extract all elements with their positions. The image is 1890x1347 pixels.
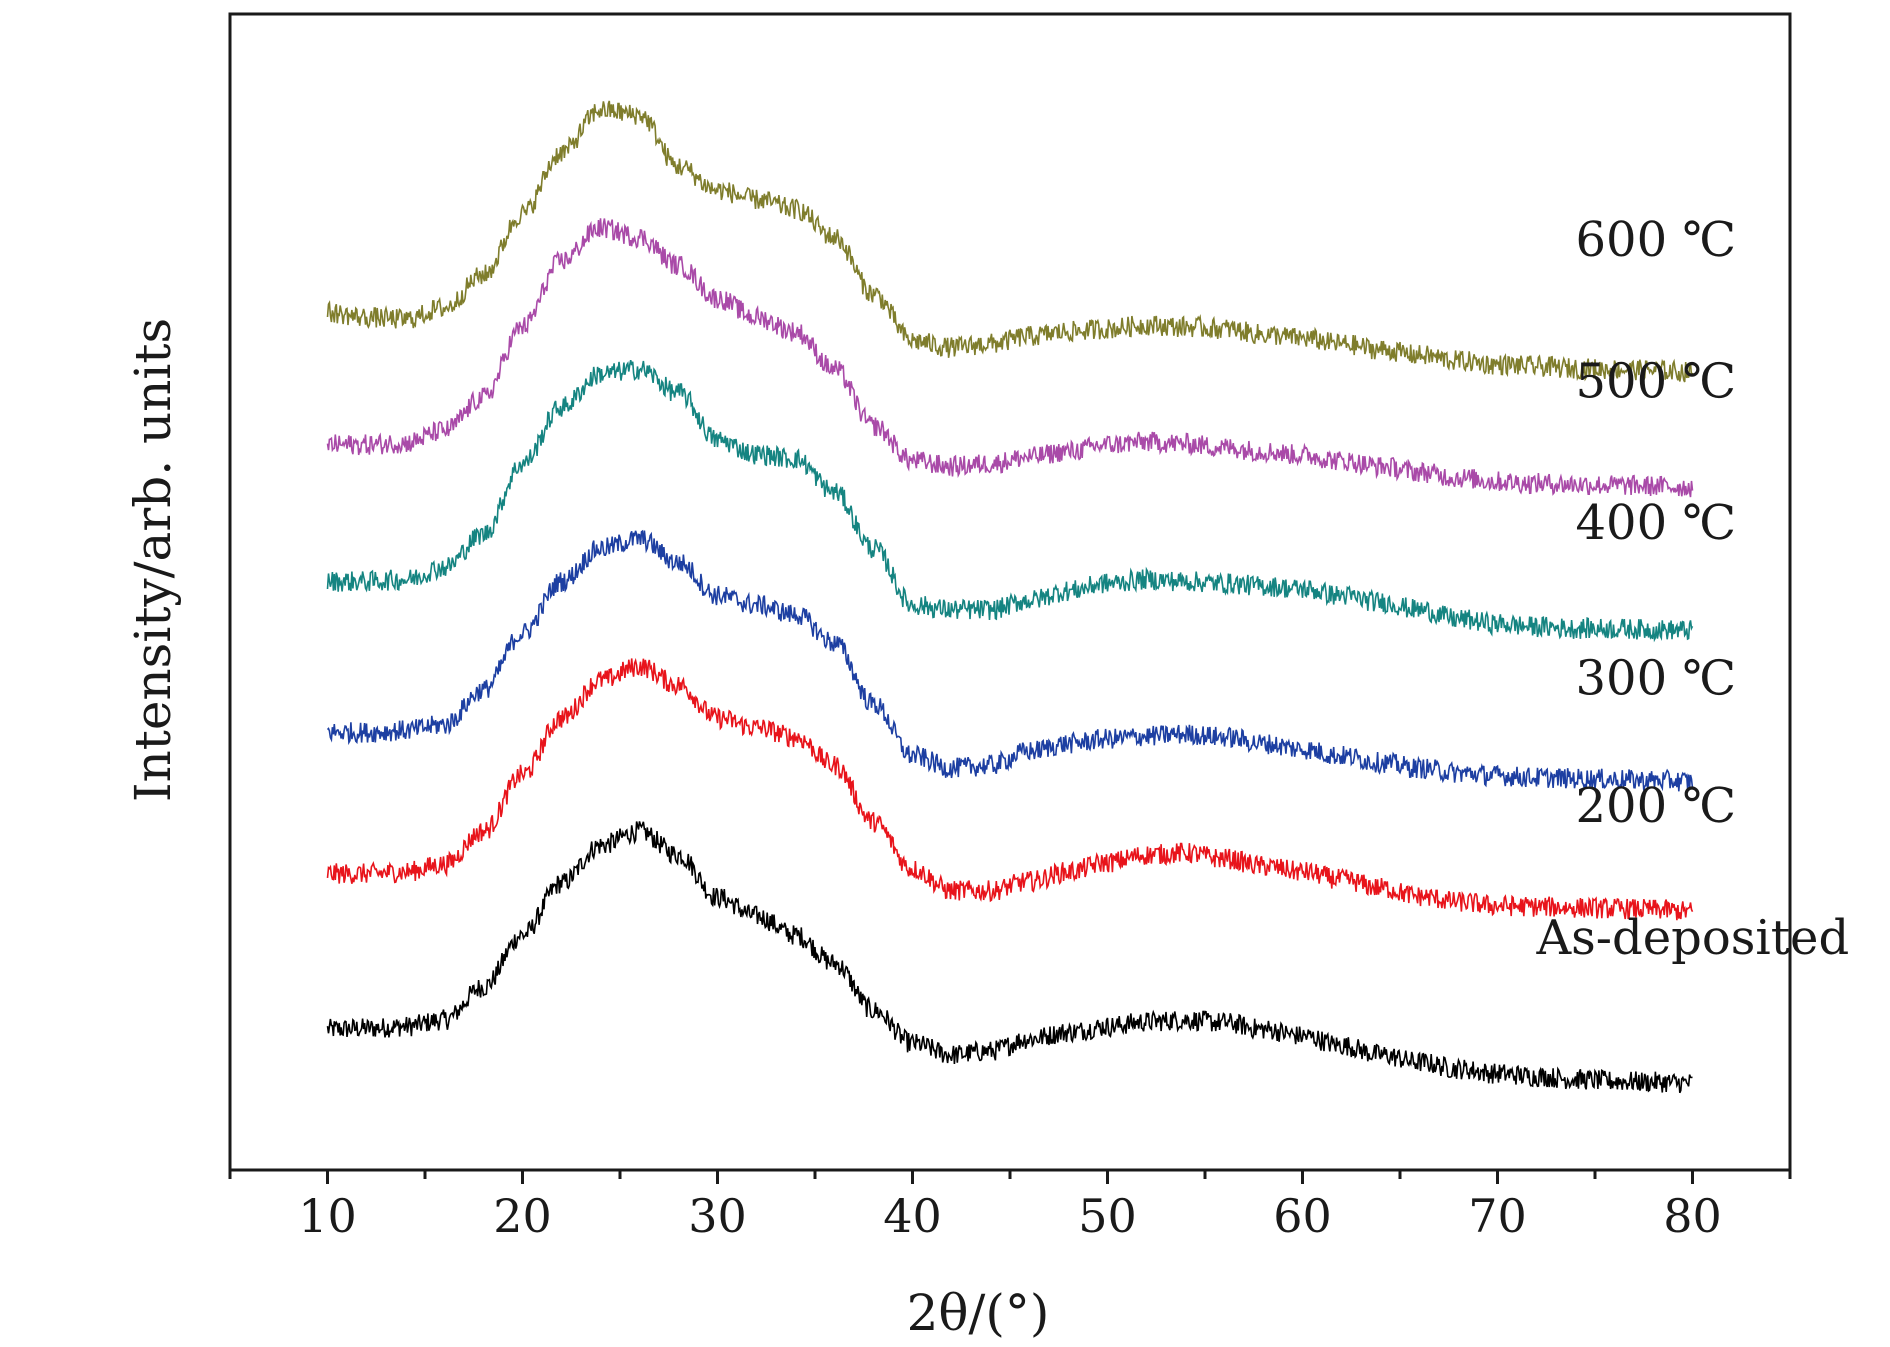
plot-frame <box>228 12 1792 1172</box>
y-axis-title: Intensity/arb. units <box>124 318 182 802</box>
series-labels: As-deposited 200 ℃ 300 ℃ 400 ℃ 500 ℃ 600 ℃ <box>1536 212 1850 966</box>
x-tick-label-80: 80 <box>1663 1189 1722 1243</box>
series-label-4: 500 ℃ <box>1576 354 1737 410</box>
x-tick-label-70: 70 <box>1468 1189 1527 1243</box>
series-line-3 <box>326 360 1694 643</box>
series-label-1: 200 ℃ <box>1576 778 1737 834</box>
series-layer <box>326 100 1694 1094</box>
series-label-5: 600 ℃ <box>1576 212 1737 268</box>
series-label-2: 300 ℃ <box>1576 651 1737 707</box>
series-line-1 <box>326 657 1694 921</box>
x-tick-label-10: 10 <box>298 1189 357 1243</box>
series-line-5 <box>326 100 1694 383</box>
x-tick-label-40: 40 <box>883 1189 942 1243</box>
x-tick-label-50: 50 <box>1078 1189 1137 1243</box>
x-tick-label-20: 20 <box>493 1189 552 1243</box>
x-tick-label-60: 60 <box>1273 1189 1332 1243</box>
x-tick-label-30: 30 <box>688 1189 747 1243</box>
series-line-2 <box>326 529 1694 792</box>
x-axis-title: 2θ/(°) <box>907 1284 1050 1342</box>
series-label-3: 400 ℃ <box>1576 495 1737 551</box>
series-label-0: As-deposited <box>1536 910 1850 966</box>
series-line-0 <box>326 821 1693 1094</box>
series-line-4 <box>326 218 1694 498</box>
x-ticks: 10 20 30 40 50 60 70 80 <box>228 1170 1792 1243</box>
